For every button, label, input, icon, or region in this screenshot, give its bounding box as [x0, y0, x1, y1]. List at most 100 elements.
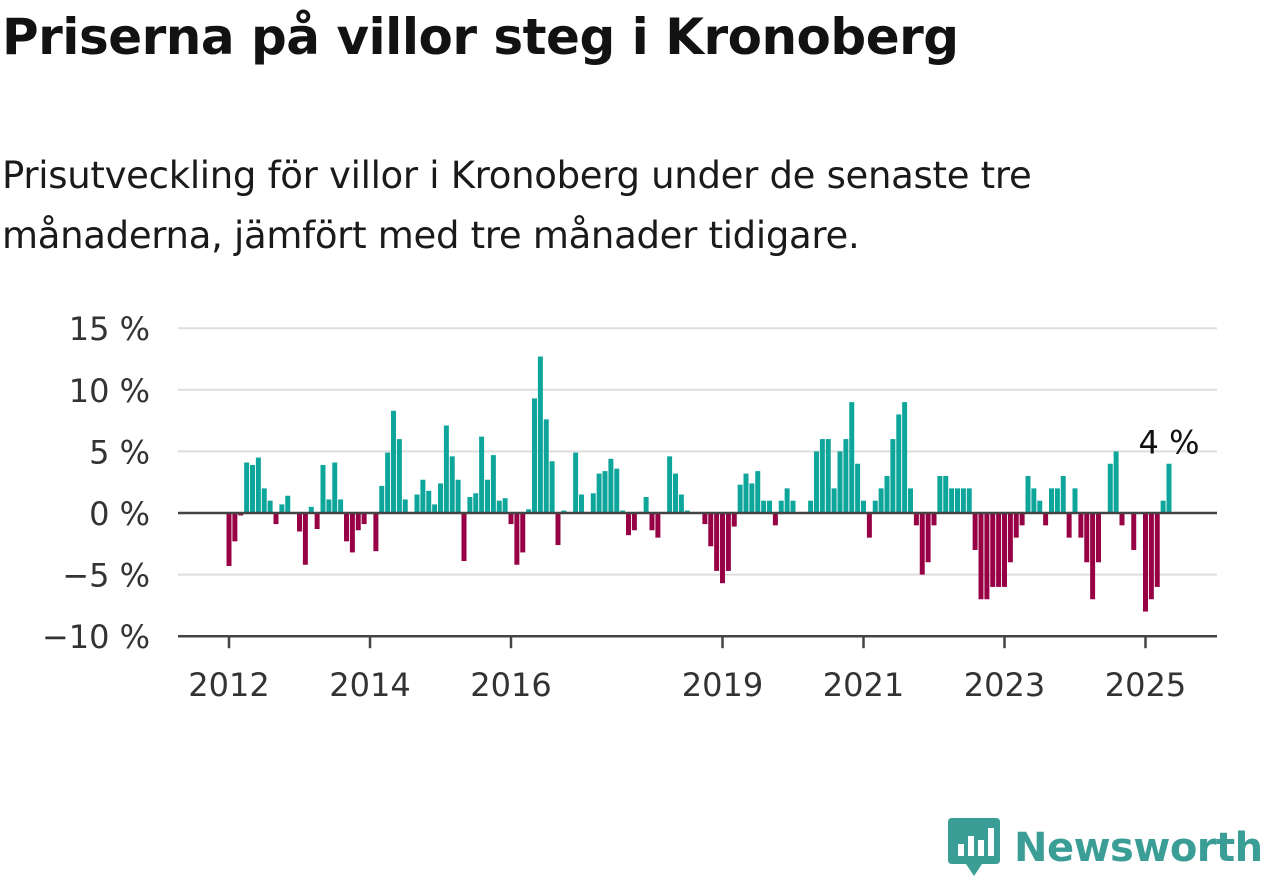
bar: [438, 483, 443, 513]
bar: [631, 513, 637, 531]
bar: [549, 461, 555, 513]
bar: [966, 488, 972, 513]
bar-chart: 15 % 10 % 5 % 0 % −5 % −10 % 2012 2014 2016 2019…: [42, 310, 1217, 704]
bar: [373, 513, 379, 552]
bar: [996, 513, 1002, 587]
bar: [344, 513, 349, 542]
bar: [526, 509, 532, 513]
bar: [355, 513, 361, 531]
bar: [244, 462, 250, 513]
bar: [490, 455, 496, 513]
bar: [443, 425, 449, 513]
bar: [861, 500, 866, 513]
y-tick-label: 15 %: [69, 310, 150, 348]
last-value-label: 4 %: [1139, 424, 1200, 462]
bar: [1043, 513, 1049, 526]
bar: [1013, 513, 1019, 538]
newsworthy-logo-icon: [948, 818, 1000, 876]
bar: [496, 500, 502, 513]
bar: [1054, 488, 1060, 513]
bar: [1143, 513, 1148, 612]
bar: [708, 513, 714, 547]
bar: [267, 500, 273, 513]
bar: [1096, 513, 1101, 563]
bar: [866, 513, 872, 538]
bar: [537, 356, 543, 513]
bar: [767, 500, 772, 513]
bar: [573, 452, 579, 513]
bar: [784, 488, 790, 513]
bar: [555, 513, 561, 546]
x-tick-label: 2023: [964, 666, 1045, 704]
bar: [1002, 513, 1007, 587]
bar: [579, 494, 584, 513]
bar: [320, 464, 326, 513]
bar: [297, 513, 302, 532]
bar: [1031, 488, 1037, 513]
bar: [808, 500, 814, 513]
bar: [1119, 513, 1125, 526]
bar: [949, 488, 955, 513]
bar: [273, 513, 279, 525]
bar: [937, 476, 943, 513]
bar: [890, 439, 896, 513]
bar: [737, 484, 743, 513]
bar: [455, 479, 461, 513]
bar: [1060, 476, 1066, 513]
bar: [902, 402, 908, 513]
chart-title: Priserna på villor steg i Kronoberg: [2, 8, 959, 66]
bar: [479, 436, 485, 513]
bar: [1019, 513, 1025, 526]
bar: [391, 410, 396, 513]
bar: [990, 513, 996, 587]
y-tick-label: −5 %: [62, 557, 150, 595]
bar: [361, 513, 367, 525]
bar: [1072, 488, 1078, 513]
annotations: 4 %: [1139, 424, 1200, 462]
bar: [649, 513, 655, 531]
bar: [837, 451, 843, 513]
bar: [913, 513, 919, 526]
bar: [1160, 500, 1166, 513]
bar: [673, 473, 678, 513]
bar: [849, 402, 855, 513]
bar: [261, 488, 267, 513]
bar: [855, 463, 861, 513]
bar: [285, 495, 291, 513]
bar: [1007, 513, 1013, 563]
bar: [872, 500, 878, 513]
bar: [743, 473, 749, 513]
y-tick-label: 5 %: [89, 433, 150, 471]
bar: [590, 493, 596, 513]
bar: [1084, 513, 1090, 563]
bar: [831, 488, 837, 513]
bar: [1113, 451, 1119, 513]
bar: [925, 513, 931, 563]
bar: [614, 468, 620, 513]
bar: [379, 485, 385, 513]
bar: [467, 496, 473, 513]
bar: [332, 462, 338, 513]
x-axis-labels: 2012 2014 2016 2019 2021 2023 2025: [188, 666, 1186, 704]
bar: [626, 513, 631, 536]
y-tick-label: −10 %: [42, 618, 150, 656]
bar: [1049, 488, 1054, 513]
x-tick-label: 2025: [1105, 666, 1186, 704]
bar: [731, 513, 737, 527]
bar: [702, 513, 708, 525]
bar: [426, 490, 432, 513]
bar: [1166, 463, 1172, 513]
bar: [655, 513, 661, 538]
bar: [955, 488, 960, 513]
bar: [314, 513, 320, 530]
bar: [502, 498, 508, 513]
bar: [250, 464, 255, 513]
x-tick-label: 2012: [188, 666, 269, 704]
brand-name: Newsworthy: [1014, 825, 1262, 871]
bar: [461, 513, 467, 562]
bar: [449, 456, 455, 513]
bar: [919, 513, 925, 575]
bar: [931, 513, 937, 526]
bar: [302, 513, 308, 565]
bar: [1025, 476, 1031, 513]
